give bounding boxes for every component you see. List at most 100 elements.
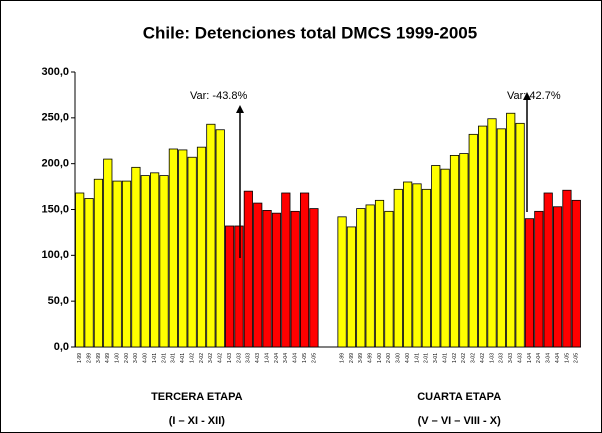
x-tick-label: 4-02	[480, 353, 486, 363]
x-tick-label: 1-99	[339, 353, 345, 363]
group-subtitle: (I – XI - XII)	[169, 415, 226, 427]
y-tick-label: 250,0	[41, 112, 69, 124]
x-tick-label: 3-00	[133, 353, 139, 363]
bar	[524, 218, 535, 348]
x-tick-label: 4-01	[442, 353, 448, 363]
x-tick-label: 3-04	[546, 353, 552, 363]
x-tick-label: 1-00	[114, 353, 120, 363]
x-tick-label: 2-00	[124, 353, 130, 363]
x-tick-label: 1-03	[489, 353, 495, 363]
x-tick-label: 4-99	[105, 353, 111, 363]
bar	[271, 212, 282, 348]
bar	[112, 180, 122, 348]
bar	[140, 175, 150, 348]
bar	[571, 199, 581, 348]
y-tick-label: 150,0	[41, 203, 69, 215]
x-tick-label: 2-03	[236, 353, 242, 363]
x-tick-label: 2-00	[386, 353, 392, 363]
x-tick-label: 1-03	[227, 353, 233, 363]
x-tick-label: 2-04	[274, 353, 280, 363]
bar	[552, 206, 563, 348]
bar	[262, 210, 272, 348]
x-tick-label: 1-02	[452, 353, 458, 363]
y-tick-label: 0,0	[54, 341, 69, 353]
bar	[103, 158, 113, 348]
x-tick-label: 1-99	[77, 353, 83, 363]
x-tick-label: 4-04	[293, 353, 299, 363]
bar	[421, 188, 431, 348]
x-tick-label: 1-02	[189, 353, 195, 363]
bar	[309, 208, 319, 348]
x-tick-label: 1-05	[302, 353, 308, 363]
bar	[459, 153, 469, 348]
x-tick-label: 3-01	[171, 353, 177, 363]
bar	[412, 183, 422, 348]
x-tick-label: 1-04	[527, 353, 533, 363]
x-tick-label: 3-04	[283, 353, 289, 363]
x-tick-label: 1-05	[564, 353, 570, 363]
x-tick-label: 2-05	[311, 353, 317, 363]
bar	[356, 208, 366, 348]
bar	[206, 123, 216, 348]
bar	[515, 122, 525, 348]
bar	[150, 172, 160, 348]
x-tick-label: 2-99	[349, 353, 355, 363]
x-tick-label: 2-02	[461, 353, 467, 363]
bar	[562, 189, 572, 348]
bar	[431, 165, 441, 348]
x-tick-label: 4-00	[405, 353, 411, 363]
bar	[121, 180, 132, 348]
x-tick-label: 4-03	[255, 353, 261, 363]
group-subtitle: (V – VI – VIII - X)	[418, 415, 501, 427]
bar	[478, 125, 488, 348]
annotation: Var: -43.8%	[190, 90, 247, 102]
bar	[449, 155, 460, 348]
bar	[215, 129, 225, 348]
bar	[384, 210, 394, 348]
x-tick-label: 4-04	[555, 353, 561, 363]
bar	[131, 166, 141, 348]
bar	[440, 168, 450, 348]
bar	[93, 178, 104, 348]
bar	[506, 112, 516, 348]
x-tick-label: 3-00	[396, 353, 402, 363]
arrow-head	[523, 92, 531, 100]
x-tick-label: 2-99	[86, 353, 92, 363]
bar	[337, 216, 347, 348]
x-tick-label: 4-00	[143, 353, 149, 363]
y-tick-label: 50,0	[48, 295, 69, 307]
chart-title: Chile: Detenciones total DMCS 1999-2005	[143, 23, 477, 42]
x-tick-label: 3-03	[246, 353, 252, 363]
x-tick-label: 4-02	[218, 353, 224, 363]
bar	[281, 192, 291, 348]
bar	[253, 202, 263, 348]
x-tick-label: 1-01	[414, 353, 420, 363]
x-tick-label: 1-01	[152, 353, 158, 363]
bar	[374, 199, 385, 348]
bar	[234, 225, 244, 348]
x-tick-label: 3-99	[358, 353, 364, 363]
bar	[168, 148, 178, 348]
bar	[178, 149, 188, 348]
bar	[393, 188, 403, 348]
group-label: CUARTA ETAPA	[417, 391, 501, 403]
bar	[346, 226, 357, 348]
bar	[365, 204, 375, 348]
bar	[290, 210, 300, 348]
bar	[187, 156, 197, 348]
x-tick-label: 2-05	[574, 353, 580, 363]
x-tick-label: 2-01	[424, 353, 430, 363]
bar	[496, 128, 506, 348]
x-tick-label: 3-02	[471, 353, 477, 363]
bar	[225, 225, 235, 348]
group-label: TERCERA ETAPA	[151, 391, 243, 403]
x-tick-label: 3-99	[96, 353, 102, 363]
bar	[75, 192, 85, 348]
bar	[534, 210, 544, 348]
annotation: Var: 42.7%	[507, 90, 561, 102]
bar	[159, 175, 169, 348]
bar	[468, 133, 478, 348]
x-tick-label: 2-01	[161, 353, 167, 363]
x-tick-label: 3-03	[508, 353, 514, 363]
